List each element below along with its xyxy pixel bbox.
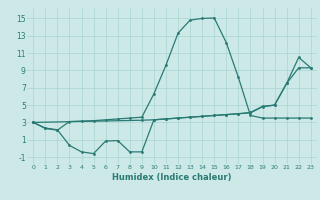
X-axis label: Humidex (Indice chaleur): Humidex (Indice chaleur) xyxy=(112,173,232,182)
